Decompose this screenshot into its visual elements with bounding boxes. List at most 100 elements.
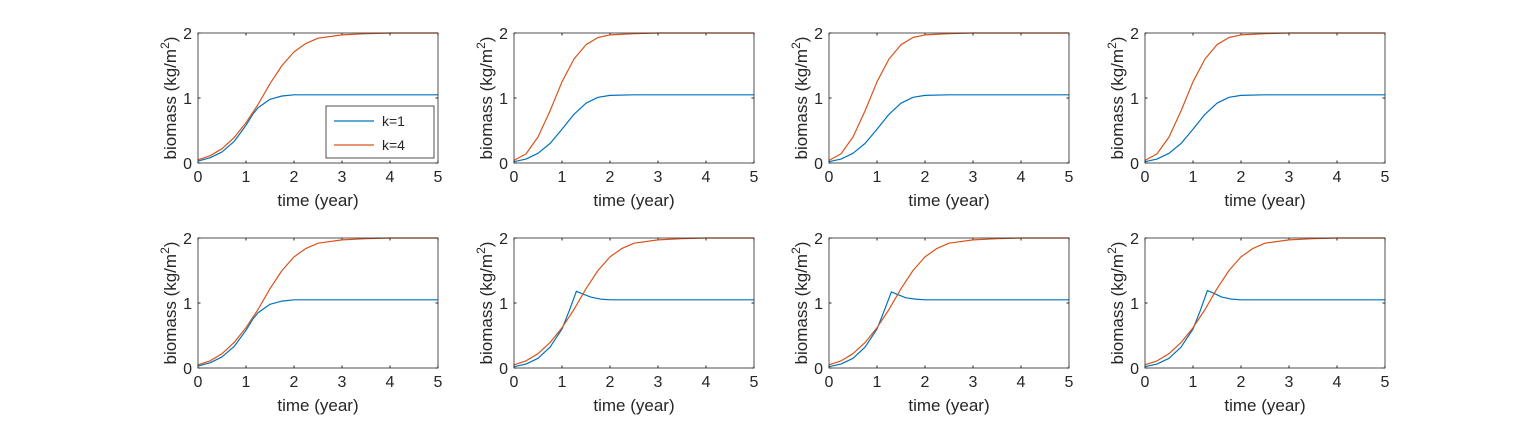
y-axis-label: biomass (kg/m2) [1105, 242, 1127, 365]
y-tick-label: 0 [814, 361, 823, 378]
x-tick-label: 1 [558, 169, 567, 186]
plot-area [1145, 238, 1385, 368]
x-tick-label: 3 [338, 374, 347, 391]
x-tick-label: 1 [558, 374, 567, 391]
y-axis-label-superscript: 2 [789, 247, 803, 254]
y-tick-label: 2 [499, 231, 508, 248]
y-axis-label: biomass (kg/m2) [474, 37, 496, 160]
y-axis-label-main: biomass (kg/m [477, 254, 496, 365]
legend-entry: k=4 [382, 137, 405, 153]
x-tick-label: 5 [1065, 169, 1074, 186]
series-line-k4 [513, 237, 754, 366]
y-axis-label-close: ) [1108, 37, 1127, 43]
y-tick-label: 0 [183, 156, 192, 173]
y-tick-label: 1 [183, 91, 192, 108]
legend-entry: k=1 [382, 113, 405, 129]
x-tick-label: 5 [1381, 374, 1390, 391]
x-tick-label: 2 [290, 169, 299, 186]
y-axis-label-close: ) [792, 242, 811, 248]
plot-area [829, 238, 1069, 368]
y-tick-label: 0 [499, 361, 508, 378]
y-tick-label: 1 [1130, 296, 1139, 313]
series-line-k1 [197, 299, 438, 367]
series-line-k4 [197, 32, 438, 161]
y-axis-label-close: ) [792, 37, 811, 43]
y-axis-label-main: biomass (kg/m [1108, 254, 1127, 365]
legend-box [325, 105, 435, 159]
y-axis-label: biomass (kg/m2) [474, 242, 496, 365]
y-axis-label-main: biomass (kg/m [792, 254, 811, 365]
y-axis-label-close: ) [1108, 242, 1127, 248]
y-tick-label: 0 [499, 156, 508, 173]
series-line-k1 [828, 291, 1069, 368]
plot-area [514, 33, 754, 163]
series-line-k4 [828, 237, 1069, 366]
x-tick-label: 4 [702, 374, 711, 391]
plot-area [514, 238, 754, 368]
y-tick-label: 1 [499, 296, 508, 313]
y-axis-label-main: biomass (kg/m [1108, 49, 1127, 160]
x-tick-label: 2 [290, 374, 299, 391]
series-line-k4 [197, 237, 438, 366]
x-tick-label: 2 [921, 169, 930, 186]
x-tick-label: 1 [873, 169, 882, 186]
x-tick-label: 5 [1381, 169, 1390, 186]
y-axis-label: biomass (kg/m2) [158, 242, 180, 365]
y-tick-label: 2 [814, 26, 823, 43]
x-tick-label: 4 [1333, 169, 1342, 186]
x-tick-label: 1 [242, 374, 251, 391]
series-line-k1 [197, 94, 438, 162]
axes-box [828, 237, 1070, 369]
y-axis-label-close: ) [477, 242, 496, 248]
x-axis-label: time (year) [277, 191, 358, 210]
y-tick-label: 1 [814, 296, 823, 313]
y-axis-label: biomass (kg/m2) [789, 242, 811, 365]
y-tick-label: 1 [183, 296, 192, 313]
x-tick-label: 3 [969, 169, 978, 186]
axes-box [513, 237, 755, 369]
x-axis-label: time (year) [908, 396, 989, 415]
plot-area [1145, 33, 1385, 163]
series-line-k4 [1144, 237, 1385, 366]
series-line-k1 [513, 94, 754, 163]
x-tick-label: 4 [1017, 374, 1026, 391]
series-line-k1 [828, 94, 1069, 163]
x-tick-label: 3 [1285, 374, 1294, 391]
y-axis-label: biomass (kg/m2) [789, 37, 811, 160]
y-tick-label: 1 [1130, 91, 1139, 108]
y-axis-label-close: ) [161, 242, 180, 248]
y-tick-label: 2 [183, 26, 192, 43]
x-axis-label: time (year) [277, 396, 358, 415]
x-tick-label: 4 [702, 169, 711, 186]
x-axis-label: time (year) [1224, 191, 1305, 210]
x-tick-label: 3 [654, 374, 663, 391]
axes-box [828, 32, 1070, 164]
x-tick-label: 4 [1333, 374, 1342, 391]
x-tick-label: 0 [194, 169, 203, 186]
y-axis-label-main: biomass (kg/m [161, 254, 180, 365]
x-tick-label: 1 [242, 169, 251, 186]
x-tick-label: 2 [606, 169, 615, 186]
y-axis-label-superscript: 2 [1105, 42, 1119, 49]
x-tick-label: 3 [654, 169, 663, 186]
y-tick-label: 1 [499, 91, 508, 108]
x-tick-label: 1 [873, 374, 882, 391]
series-line-k1 [513, 290, 754, 368]
x-tick-label: 0 [194, 374, 203, 391]
y-axis-label: biomass (kg/m2) [1105, 37, 1127, 160]
x-tick-label: 0 [510, 169, 519, 186]
y-axis-label: biomass (kg/m2) [158, 37, 180, 160]
axes-box [197, 237, 439, 369]
y-tick-label: 2 [814, 231, 823, 248]
x-tick-label: 0 [825, 169, 834, 186]
y-axis-label-superscript: 2 [474, 247, 488, 254]
y-axis-label-close: ) [161, 37, 180, 43]
